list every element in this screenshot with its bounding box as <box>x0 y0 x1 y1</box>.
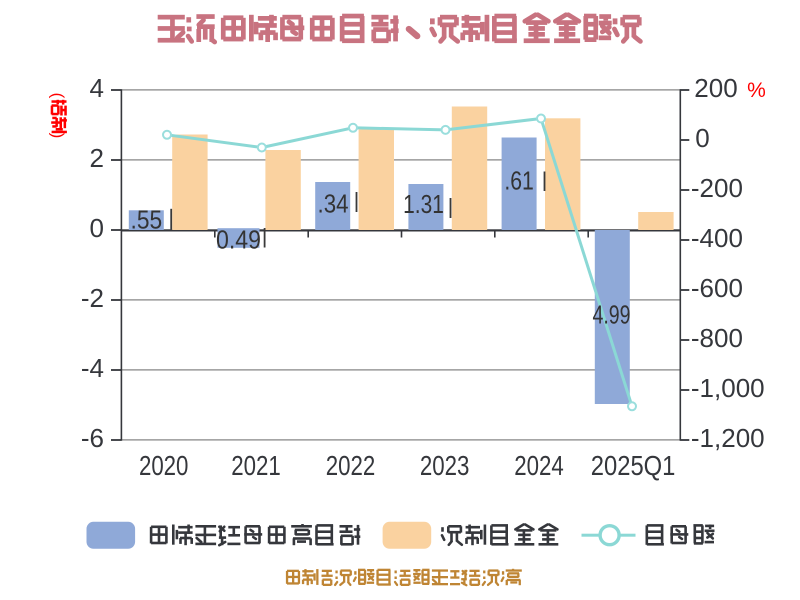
svg-text:2022: 2022 <box>326 450 376 481</box>
svg-text:.34: .34 <box>318 189 349 219</box>
svg-text:2025Q1: 2025Q1 <box>591 450 676 481</box>
svg-text:2: 2 <box>90 143 104 173</box>
svg-text:-800: -800 <box>691 323 743 353</box>
svg-text:-1,200: -1,200 <box>691 423 765 453</box>
svg-text:2021: 2021 <box>231 450 281 481</box>
svg-text:2024: 2024 <box>514 450 564 481</box>
svg-text:4.99: 4.99 <box>593 300 631 330</box>
svg-text:0: 0 <box>695 123 709 153</box>
svg-text:1.31: 1.31 <box>403 189 444 219</box>
svg-text:-6: -6 <box>81 423 104 453</box>
svg-text:%: % <box>747 79 766 102</box>
svg-text:.55: .55 <box>131 204 163 234</box>
svg-text:(: ( <box>49 93 68 99</box>
svg-text:0: 0 <box>90 213 104 243</box>
svg-text:-1,000: -1,000 <box>691 373 765 403</box>
svg-text:-2: -2 <box>81 283 104 313</box>
svg-text:4: 4 <box>90 73 104 103</box>
svg-text:-400: -400 <box>691 223 743 253</box>
svg-text:200: 200 <box>694 73 737 103</box>
svg-text:-4: -4 <box>81 353 104 383</box>
svg-text:): ) <box>49 133 68 139</box>
svg-text:0.49: 0.49 <box>216 225 261 255</box>
svg-text:-200: -200 <box>691 173 743 203</box>
svg-text:-600: -600 <box>691 273 743 303</box>
svg-text:.61: .61 <box>504 166 534 196</box>
svg-text:2023: 2023 <box>420 450 470 481</box>
svg-text:2020: 2020 <box>139 450 189 481</box>
